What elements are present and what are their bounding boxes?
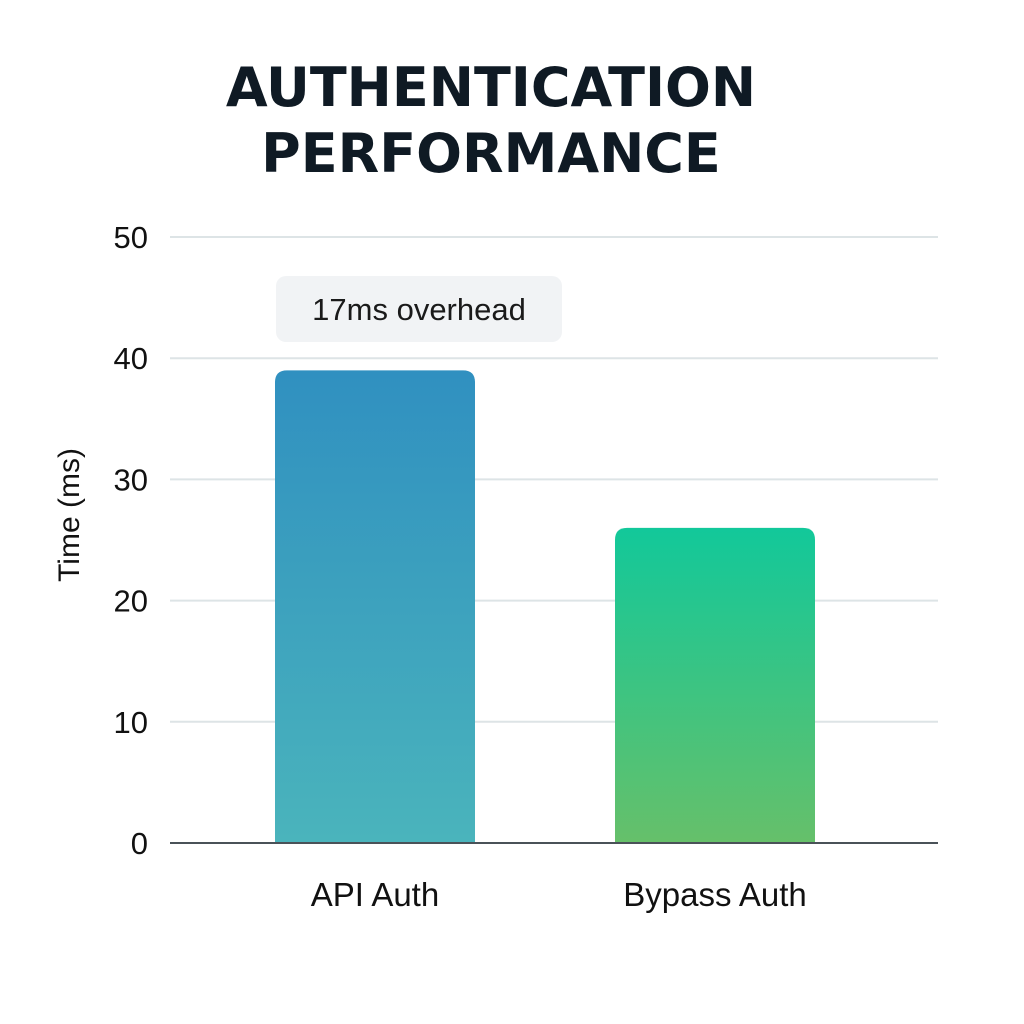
- overhead-annotation: 17ms overhead: [276, 276, 562, 342]
- bar-api-auth: [275, 370, 475, 843]
- chart-title-line-1: AUTHENTICATION: [226, 56, 756, 119]
- y-tick-label-0: 0: [131, 826, 148, 861]
- y-axis-label: Time (ms): [53, 448, 86, 582]
- y-tick-labels: 0 10 20 30 40 50: [114, 220, 148, 861]
- annotation-background: [276, 276, 562, 342]
- x-tick-label-bypass-auth: Bypass Auth: [623, 876, 806, 913]
- y-tick-label-40: 40: [114, 341, 148, 376]
- y-tick-label-20: 20: [114, 584, 148, 619]
- chart-title-line-2: PERFORMANCE: [261, 122, 721, 185]
- bars: [275, 370, 815, 843]
- x-tick-labels: API Auth Bypass Auth: [311, 876, 807, 913]
- y-tick-label-50: 50: [114, 220, 148, 255]
- annotation-text: 17ms overhead: [312, 292, 526, 327]
- y-tick-label-10: 10: [114, 705, 148, 740]
- x-tick-label-api-auth: API Auth: [311, 876, 439, 913]
- y-tick-label-30: 30: [114, 462, 148, 497]
- bar-bypass-auth: [615, 527, 815, 843]
